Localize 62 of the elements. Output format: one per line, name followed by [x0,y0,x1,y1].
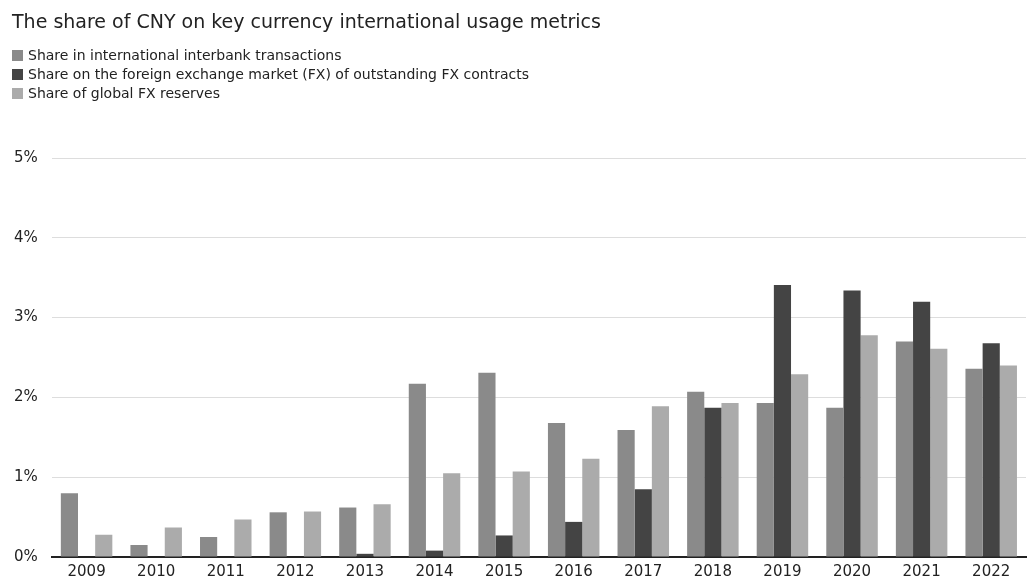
bar [843,290,861,557]
y-tick-label: 3% [14,307,38,326]
bar [425,550,444,557]
y-tick-label: 4% [14,227,38,246]
x-tick-label: 2011 [206,561,245,580]
x-tick-label: 2009 [67,561,106,580]
bar [512,471,530,557]
bar [60,493,79,557]
bar [234,519,252,557]
bar [95,534,113,557]
bar [200,537,218,557]
bar [356,553,374,557]
bar [130,545,148,557]
y-tick-label: 2% [14,387,38,406]
bar [999,365,1017,557]
bar [164,527,182,557]
x-tick-label: 2013 [345,561,385,580]
bar [373,504,391,557]
bar [860,335,878,557]
x-tick-label: 2021 [902,561,941,580]
y-tick-label: 5% [14,147,38,166]
bar [721,402,739,557]
x-tick-label: 2018 [693,561,732,580]
bar [965,368,983,557]
y-tick-label: 1% [14,467,38,486]
x-tick-label: 2019 [763,561,802,580]
bar [895,341,914,557]
x-tick-label: 2012 [276,561,315,580]
bar [773,284,792,557]
bar [617,430,635,557]
legend-label: Share on the foreign exchange market (FX) of outstanding FX contracts [28,65,529,84]
bar [930,348,948,557]
bar [408,383,426,557]
x-tick-label: 2016 [554,561,593,580]
legend-label: Share of global FX reserves [28,84,220,103]
x-tick-label: 2017 [624,561,663,580]
bar [565,521,583,557]
legend-label: Share in international interbank transactions [28,46,342,65]
bar [478,372,496,557]
bar [704,407,722,557]
bar [634,489,652,557]
bar [913,301,931,557]
bar [443,473,461,557]
bar [495,535,513,557]
bar [756,402,774,557]
bar [791,374,809,557]
x-tick-label: 2010 [137,561,176,580]
bar [582,458,600,557]
chart-title: The share of CNY on key currency international usage metrics [12,10,601,32]
bar [339,507,357,557]
x-tick-label: 2022 [972,561,1011,580]
x-tick-label: 2020 [832,561,872,580]
bar [982,343,1000,557]
bar [303,511,322,557]
bar [269,512,287,557]
bar [687,391,705,557]
y-tick-label: 0% [14,546,38,565]
bar [547,422,566,557]
x-tick-label: 2014 [415,561,454,580]
bar [651,406,670,557]
x-tick-label: 2015 [485,561,524,580]
bar [826,407,844,557]
